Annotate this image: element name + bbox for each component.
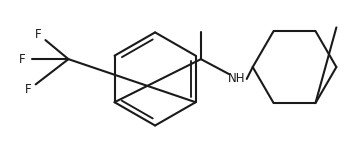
Text: F: F [19,53,26,66]
Text: F: F [25,83,32,96]
Text: F: F [35,28,42,41]
Text: NH: NH [228,72,246,85]
